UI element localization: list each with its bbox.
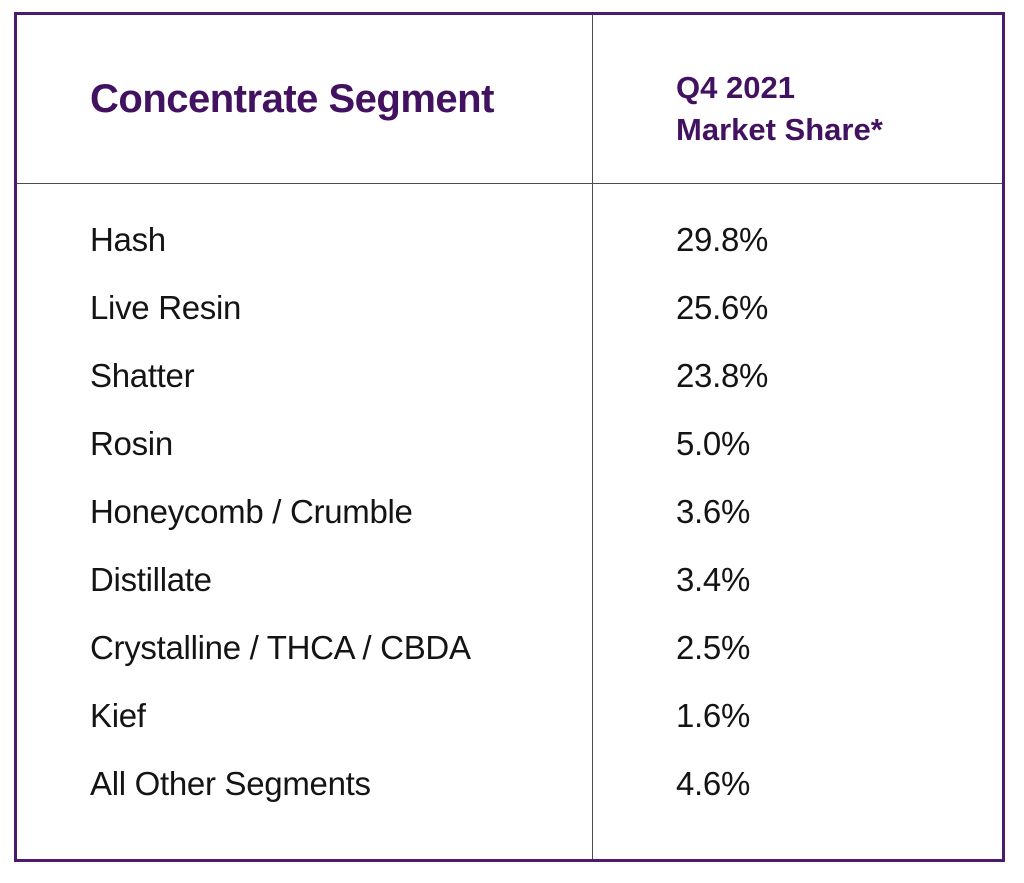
segment-name: Honeycomb / Crumble [90,493,413,530]
share-cell: 3.4% [593,561,1002,599]
share-cell: 2.5% [593,629,1002,667]
segment-cell: Honeycomb / Crumble [17,493,593,531]
table-row: Kief 1.6% [17,682,1002,750]
header-cell-segment: Concentrate Segment [17,15,593,183]
share-cell: 29.8% [593,221,1002,259]
share-value: 23.8% [676,357,769,394]
header-cell-share: Q4 2021 Market Share* [593,15,1002,183]
header-divider-line [17,183,1002,184]
segment-name: Shatter [90,357,195,394]
segment-cell: Rosin [17,425,593,463]
table-row: Distillate 3.4% [17,546,1002,614]
share-value: 5.0% [676,425,751,462]
table-row: Shatter 23.8% [17,342,1002,410]
table-body: Hash 29.8% Live Resin 25.6% Shatter 23.8… [17,184,1002,818]
table-row: All Other Segments 4.6% [17,750,1002,818]
share-cell: 23.8% [593,357,1002,395]
column-divider-line [592,15,593,859]
share-cell: 1.6% [593,697,1002,735]
segment-column-header: Concentrate Segment [90,76,494,121]
segment-cell: Kief [17,697,593,735]
share-value: 1.6% [676,697,751,734]
table-header-row: Concentrate Segment Q4 2021 Market Share… [17,15,1002,183]
segment-cell: Live Resin [17,289,593,327]
share-value: 29.8% [676,221,769,258]
share-cell: 3.6% [593,493,1002,531]
market-share-table: Concentrate Segment Q4 2021 Market Share… [14,12,1005,862]
table-row: Honeycomb / Crumble 3.6% [17,478,1002,546]
segment-name: Rosin [90,425,173,462]
segment-name: Hash [90,221,166,258]
segment-name: Kief [90,697,146,734]
share-value: 25.6% [676,289,769,326]
share-cell: 4.6% [593,765,1002,803]
share-column-header-line2: Market Share* [676,111,883,147]
share-value: 3.6% [676,493,751,530]
share-value: 3.4% [676,561,751,598]
share-value: 4.6% [676,765,751,802]
share-value: 2.5% [676,629,751,666]
segment-cell: All Other Segments [17,765,593,803]
share-column-header-line1: Q4 2021 [676,70,795,105]
table-row: Rosin 5.0% [17,410,1002,478]
segment-cell: Crystalline / THCA / CBDA [17,629,593,667]
segment-cell: Distillate [17,561,593,599]
table-row: Crystalline / THCA / CBDA 2.5% [17,614,1002,682]
share-cell: 25.6% [593,289,1002,327]
segment-name: Crystalline / THCA / CBDA [90,629,471,666]
share-cell: 5.0% [593,425,1002,463]
segment-name: All Other Segments [90,765,371,802]
segment-cell: Hash [17,221,593,259]
table-row: Live Resin 25.6% [17,274,1002,342]
table-row: Hash 29.8% [17,206,1002,274]
segment-name: Live Resin [90,289,242,326]
segment-cell: Shatter [17,357,593,395]
segment-name: Distillate [90,561,212,598]
